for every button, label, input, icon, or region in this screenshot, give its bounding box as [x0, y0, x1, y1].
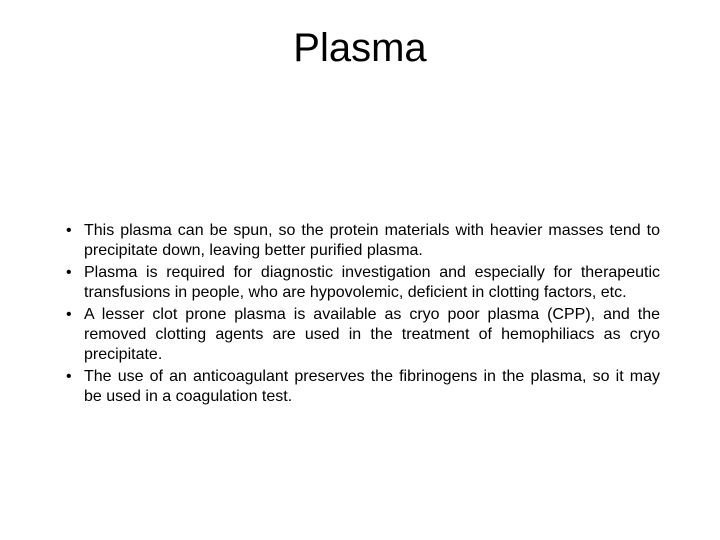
bullet-item: The use of an anticoagulant preserves th… — [60, 367, 660, 407]
bullet-item: A lesser clot prone plasma is available … — [60, 305, 660, 365]
bullet-item: This plasma can be spun, so the protein … — [60, 221, 660, 261]
slide: Plasma This plasma can be spun, so the p… — [0, 0, 720, 540]
bullet-item: Plasma is required for diagnostic invest… — [60, 263, 660, 303]
bullet-list: This plasma can be spun, so the protein … — [60, 221, 660, 407]
slide-title: Plasma — [60, 26, 660, 71]
